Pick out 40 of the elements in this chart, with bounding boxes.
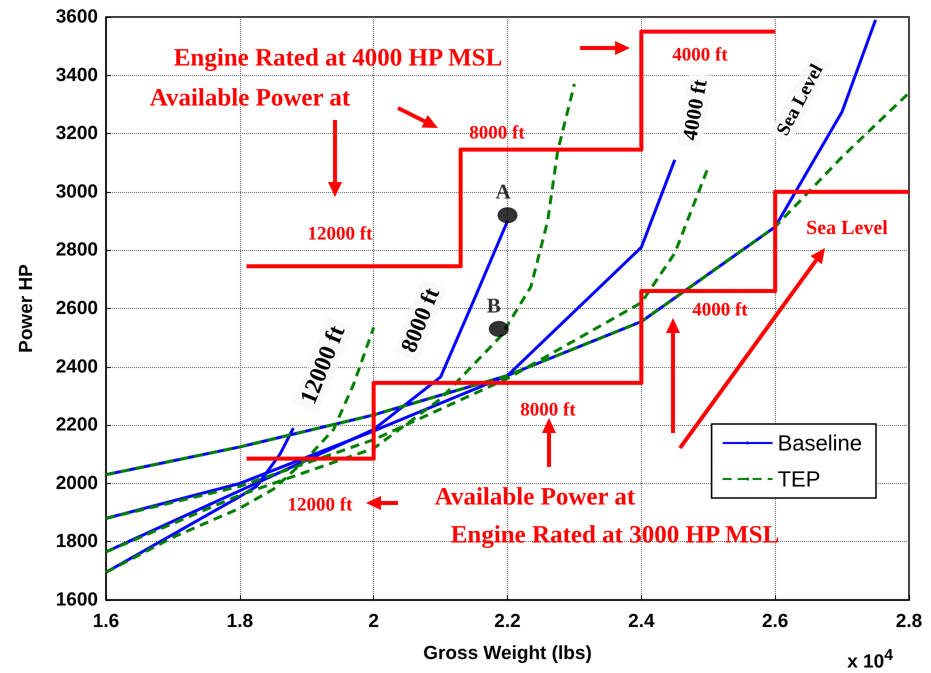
- x-axis-title: Gross Weight (lbs): [423, 643, 592, 664]
- annotation: 12000 ft: [292, 316, 354, 414]
- y-tick-label: 3200: [56, 123, 98, 144]
- y-axis-title: Power HP: [16, 264, 37, 353]
- y-tick-label: 2400: [56, 356, 98, 378]
- annotation: 8000 ft: [469, 122, 525, 144]
- annotation: Sea Level: [806, 217, 888, 239]
- x-tick-label: 2.6: [762, 611, 788, 632]
- annotation: 12000 ft: [308, 224, 372, 244]
- x-tick-label: 2: [368, 611, 379, 632]
- annotation: Available Power at: [434, 484, 636, 510]
- legend-label: Baseline: [778, 430, 862, 456]
- annotation: Sea Level: [768, 55, 832, 145]
- data-label: B: [486, 293, 501, 318]
- y-tick-label: 2000: [56, 472, 98, 494]
- annotation: 4000 ft: [672, 44, 728, 66]
- x-tick-label: 1.6: [92, 611, 120, 632]
- annotation: Engine Rated at 3000 HP MSL: [450, 522, 780, 548]
- data-label: A: [496, 180, 512, 204]
- annotation: 8000 ft: [392, 278, 448, 362]
- y-tick-label: 2800: [56, 240, 98, 261]
- annotation: 8000 ft: [520, 400, 576, 420]
- annotation: 4000 ft: [692, 300, 748, 320]
- x-tick-label: 2.4: [628, 611, 655, 632]
- annotation: 12000 ft: [288, 494, 352, 516]
- legend-label: TEP: [778, 466, 820, 492]
- x-tick-label: 1.8: [226, 611, 254, 632]
- x-tick-label: 2.8: [896, 611, 922, 632]
- x-tick-label: 2.2: [494, 611, 521, 632]
- y-tick-label: 1800: [56, 531, 98, 552]
- y-tick-label: 2200: [56, 414, 98, 436]
- y-tick-label: 3600: [56, 6, 98, 28]
- annotation: 4000 ft: [676, 72, 714, 148]
- y-tick-label: 1600: [56, 590, 98, 610]
- annotation: Engine Rated at 4000 HP MSL: [174, 44, 502, 72]
- y-tick-label: 3000: [56, 181, 98, 202]
- y-tick-label: 2600: [56, 298, 98, 319]
- text: x 10$^{4}$: [847, 647, 893, 672]
- annotation: Available Power at: [150, 84, 350, 112]
- y-tick-label: 3400: [56, 64, 98, 86]
